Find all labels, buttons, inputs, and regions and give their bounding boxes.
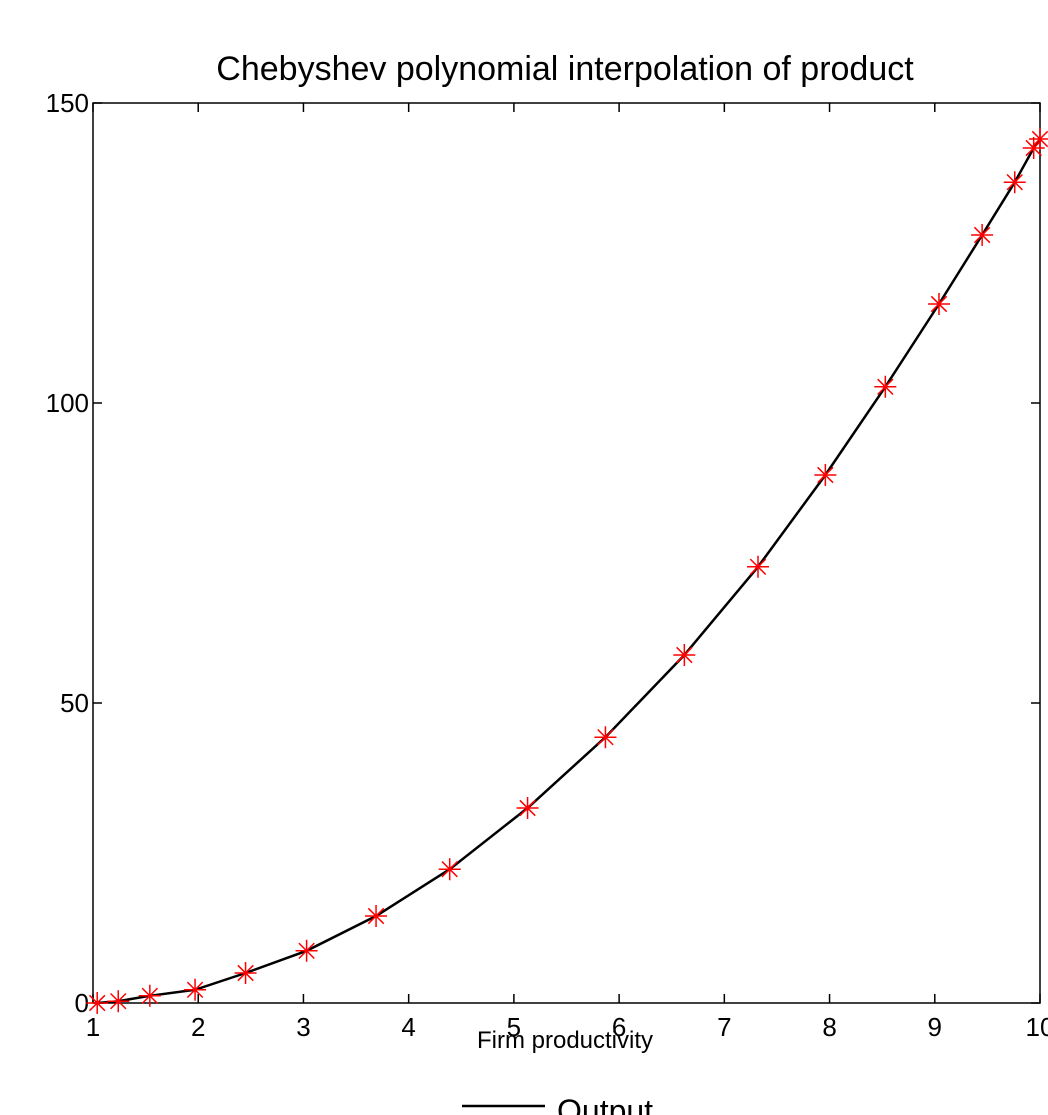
data-point [747, 555, 770, 578]
data-point [673, 644, 696, 666]
y-tick-label: 100 [46, 388, 89, 418]
x-tick-label: 3 [296, 1012, 310, 1042]
x-tick-label: 5 [507, 1012, 521, 1042]
data-point [138, 984, 161, 1007]
data-point [814, 464, 837, 486]
data-point [1029, 128, 1048, 150]
data-point [874, 375, 897, 398]
legend-label: Output [557, 1093, 653, 1115]
data-point [1003, 171, 1026, 194]
data-point [1022, 137, 1045, 159]
data-point [184, 978, 207, 1001]
x-axis-label: Firm productivity [477, 1027, 653, 1054]
y-tick-label: 50 [60, 688, 89, 718]
data-point [86, 992, 109, 1014]
y-tick-label: 0 [75, 988, 89, 1018]
data-point [516, 797, 539, 819]
plot-frame [92, 102, 1041, 1004]
data-point [594, 726, 617, 749]
x-tick-label: 10 [1026, 1012, 1048, 1042]
data-point [365, 905, 388, 927]
data-point [295, 939, 318, 962]
y-tick-label: 150 [46, 88, 89, 118]
data-point [971, 224, 994, 246]
x-tick-label: 1 [86, 1012, 100, 1042]
x-tick-label: 7 [717, 1012, 731, 1042]
x-tick-label: 2 [191, 1012, 205, 1042]
x-tick-label: 9 [928, 1012, 942, 1042]
data-point [438, 858, 461, 881]
chart-title: Chebyshev polynomial interpolation of pr… [216, 50, 914, 88]
x-tick-label: 6 [612, 1012, 626, 1042]
data-point [234, 962, 257, 984]
x-tick-label: 4 [401, 1012, 415, 1042]
x-tick-label: 8 [822, 1012, 836, 1042]
data-point [107, 990, 130, 1013]
data-point [927, 293, 950, 315]
